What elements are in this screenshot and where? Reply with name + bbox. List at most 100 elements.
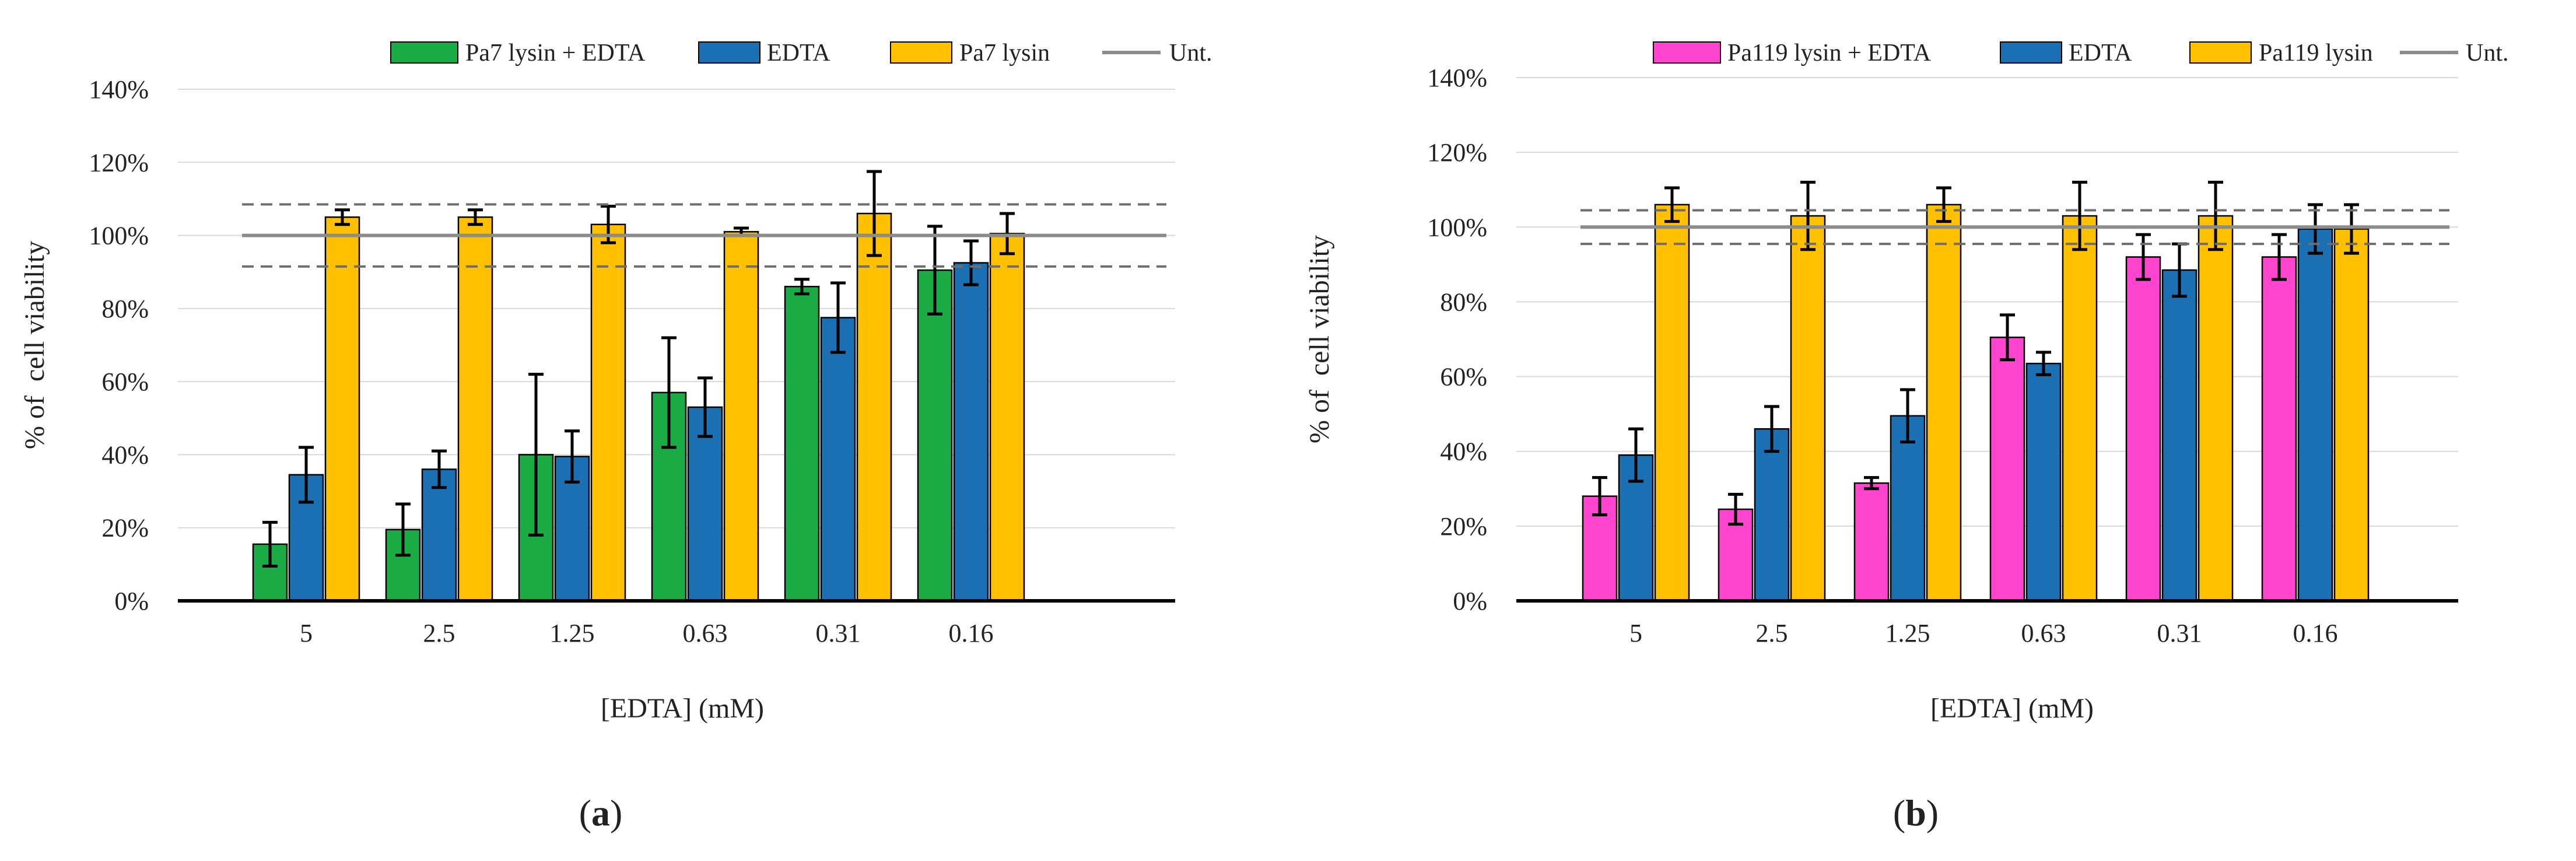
error-bar bbox=[1628, 427, 1643, 483]
bar bbox=[2161, 269, 2198, 602]
error-bar bbox=[2072, 180, 2087, 251]
y-tick-label: 0% bbox=[114, 587, 149, 615]
error-bar bbox=[830, 281, 846, 354]
panel-label: (b) bbox=[1893, 792, 1939, 834]
error-bar bbox=[468, 208, 483, 226]
legend-swatch bbox=[1653, 41, 1721, 64]
legend-swatch bbox=[698, 41, 760, 64]
legend-swatch bbox=[2189, 41, 2252, 64]
legend-label: Pa119 lysin + EDTA bbox=[1727, 40, 1932, 66]
x-tick-label: 2.5 bbox=[1756, 619, 1788, 648]
error-bar bbox=[2000, 313, 2015, 362]
error-bar bbox=[698, 376, 713, 438]
panel-a: 0% 20% 40% 60% 80% 100% 120% 140% % of cell viab… bbox=[19, 40, 1212, 834]
legend-label: EDTA bbox=[767, 40, 830, 66]
error-bar bbox=[963, 239, 979, 286]
legend-swatch bbox=[390, 41, 458, 64]
error-bar bbox=[565, 429, 580, 484]
y-tick-label: 40% bbox=[101, 440, 149, 469]
error-bar bbox=[395, 502, 411, 557]
y-tick-label: 60% bbox=[101, 368, 149, 396]
y-tick-label: 120% bbox=[89, 148, 149, 177]
error-bar bbox=[1764, 405, 1779, 453]
error-bar bbox=[794, 278, 809, 296]
error-bar bbox=[1936, 186, 1951, 223]
y-tick-label: 20% bbox=[101, 514, 149, 542]
bar bbox=[2025, 362, 2062, 602]
bar bbox=[590, 223, 626, 602]
panel-label: (a) bbox=[579, 792, 623, 834]
legend: Pa119 lysin + EDTA EDTA Pa119 lysin Unt. bbox=[1653, 40, 2509, 66]
error-bar bbox=[262, 520, 278, 568]
error-bar bbox=[1864, 476, 1879, 491]
bar bbox=[687, 406, 723, 602]
y-tick-label: 100% bbox=[89, 222, 149, 250]
bar bbox=[1853, 482, 1890, 602]
bar bbox=[953, 262, 989, 602]
y-tick-label: 80% bbox=[101, 295, 149, 323]
error-bar bbox=[2308, 203, 2323, 255]
bar bbox=[1754, 428, 1790, 602]
x-tick-label: 5 bbox=[1629, 619, 1642, 648]
legend: Pa7 lysin + EDTA EDTA Pa7 lysin Unt. bbox=[390, 40, 1212, 66]
error-bar bbox=[661, 336, 677, 449]
y-tick-label: 20% bbox=[1440, 512, 1487, 541]
error-bar bbox=[1900, 388, 1915, 444]
bar bbox=[2198, 215, 2234, 602]
x-tick-label: 0.63 bbox=[2021, 619, 2066, 648]
x-axis-title: [EDTA] (mM) bbox=[1930, 693, 2094, 724]
panel-label-letter: a bbox=[591, 792, 610, 834]
y-tick-label: 0% bbox=[1453, 587, 1487, 615]
error-bar bbox=[432, 449, 447, 489]
x-tick-label: 0.16 bbox=[949, 619, 994, 648]
bar bbox=[723, 231, 759, 602]
bar bbox=[856, 212, 892, 602]
bar bbox=[324, 216, 360, 602]
x-tick-label: 0.63 bbox=[683, 619, 728, 648]
bar bbox=[1926, 204, 1962, 602]
x-axis-title: [EDTA] (mM) bbox=[601, 693, 764, 724]
y-tick-label: 60% bbox=[1440, 363, 1487, 391]
bar bbox=[1890, 415, 1926, 602]
bar bbox=[421, 468, 457, 602]
error-bar bbox=[528, 373, 544, 537]
x-tick-label: 0.16 bbox=[2293, 619, 2338, 648]
y-axis-title: % of cell viability bbox=[1304, 235, 1335, 443]
legend-label: EDTA bbox=[2069, 40, 2132, 66]
y-tick-label: 40% bbox=[1440, 438, 1487, 466]
error-bar bbox=[867, 170, 882, 257]
y-tick-label: 80% bbox=[1440, 288, 1487, 316]
panel-b: 0% 20% 40% 60% 80% 100% 120% 140% % of cell viab… bbox=[1304, 40, 2509, 834]
error-bar bbox=[2036, 351, 2051, 376]
bar bbox=[989, 233, 1025, 602]
bar bbox=[2333, 228, 2370, 602]
error-bar bbox=[1000, 212, 1015, 256]
y-axis-title: % of cell viability bbox=[19, 241, 50, 449]
bar bbox=[457, 216, 493, 602]
legend-label: Pa7 lysin + EDTA bbox=[465, 40, 646, 66]
error-bar bbox=[2136, 233, 2151, 281]
legend-swatch bbox=[2000, 41, 2062, 64]
y-tick-label: 120% bbox=[1427, 138, 1487, 167]
bar bbox=[2125, 256, 2161, 602]
y-tick-label: 140% bbox=[89, 75, 149, 104]
legend-label: Unt. bbox=[1169, 40, 1212, 66]
x-tick-label: 0.31 bbox=[2157, 619, 2202, 648]
legend-label: Unt. bbox=[2466, 40, 2509, 66]
legend-label: Pa7 lysin bbox=[959, 40, 1050, 66]
error-bar bbox=[2344, 203, 2359, 255]
error-bar bbox=[1664, 186, 1680, 223]
bar bbox=[2261, 256, 2297, 602]
error-bar bbox=[927, 225, 942, 316]
bar bbox=[2062, 215, 2098, 602]
bar bbox=[917, 269, 953, 602]
bar bbox=[820, 317, 856, 602]
x-tick-label: 1.25 bbox=[1885, 619, 1930, 648]
bar bbox=[1989, 337, 2025, 602]
x-tick-label: 0.31 bbox=[816, 619, 861, 648]
x-tick-label: 5 bbox=[300, 619, 313, 648]
y-tick-label: 100% bbox=[1427, 213, 1487, 242]
error-bar bbox=[2208, 180, 2223, 251]
x-tick-label: 2.5 bbox=[423, 619, 455, 648]
error-bar bbox=[1800, 180, 1816, 251]
